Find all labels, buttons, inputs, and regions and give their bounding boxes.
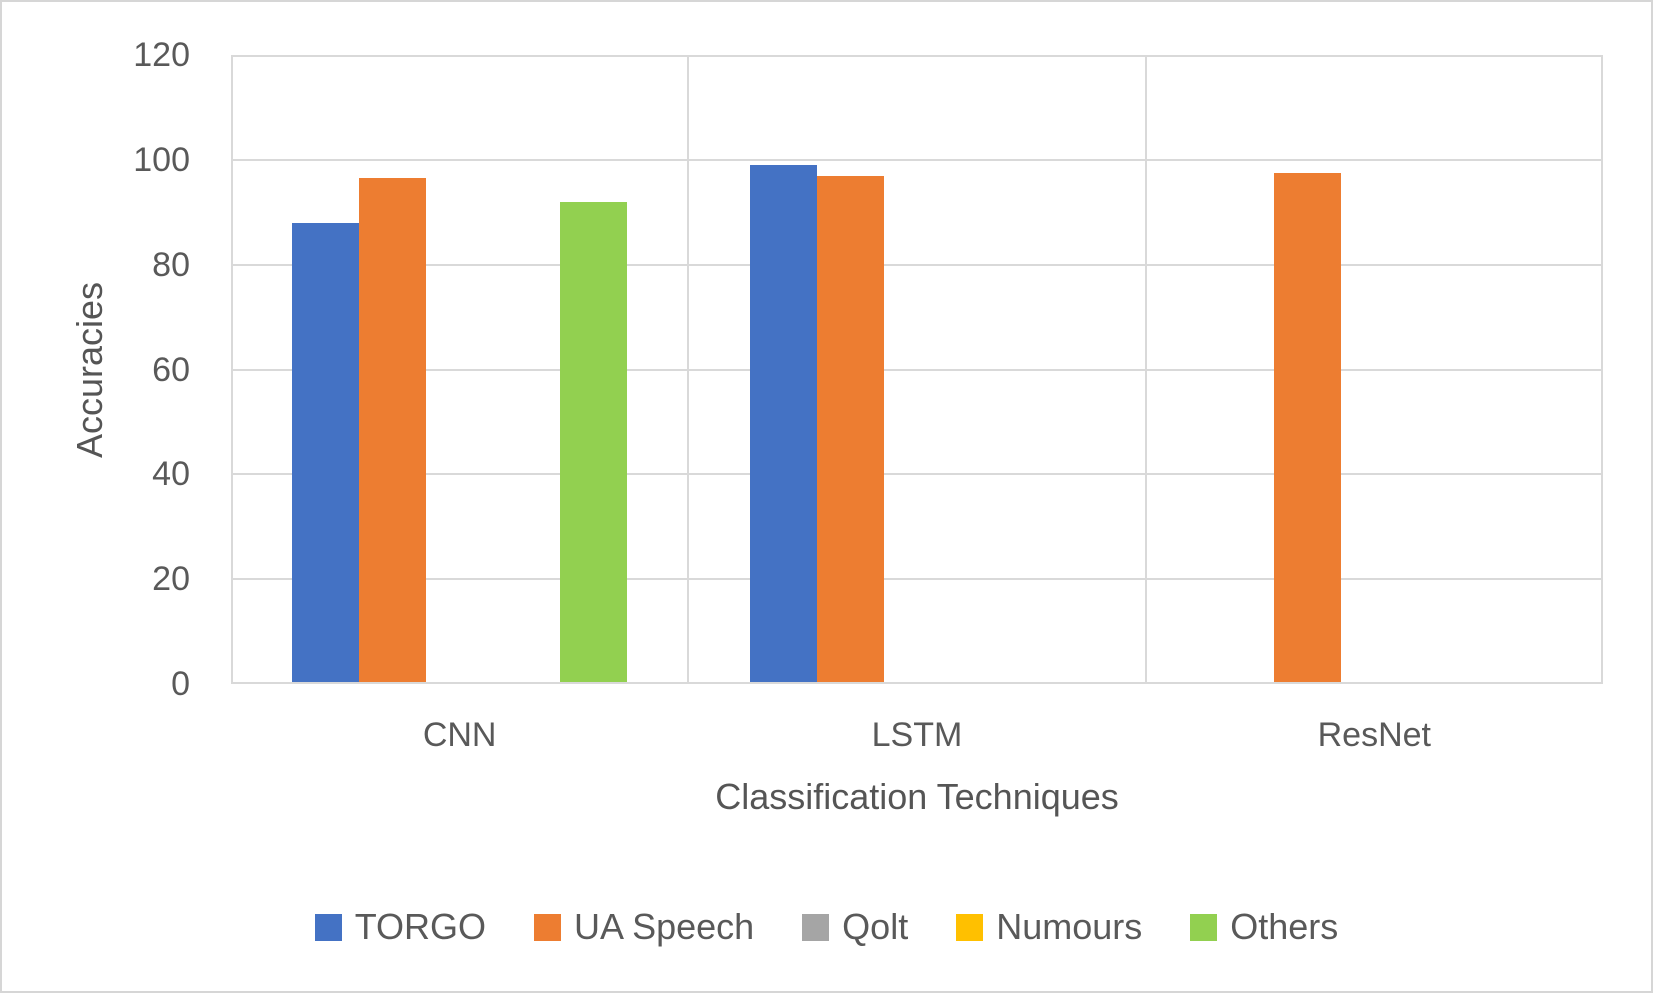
legend-marker-torgo — [314, 913, 342, 941]
legend: TORGO UA Speech Qolt Numours Others — [2, 905, 1651, 949]
gridline-h-80 — [231, 263, 1603, 266]
legend-label-numours: Numours — [996, 906, 1143, 947]
bar-torgo-cnn — [292, 222, 360, 682]
x-category-label-lstm: LSTM — [871, 716, 963, 754]
y-tick-label-100: 100 — [133, 140, 190, 179]
gridline-h-40 — [231, 473, 1603, 476]
legend-item-others: Others — [1190, 905, 1338, 949]
legend-marker-numours — [956, 913, 984, 941]
y-tick-label-80: 80 — [152, 245, 190, 284]
bar-ua-speech-lstm — [816, 175, 884, 682]
gridline-v-separator — [1144, 55, 1147, 684]
bar-others-cnn — [560, 201, 627, 682]
y-tick-label-0: 0 — [171, 665, 190, 703]
legend-label-ua-speech: UA Speech — [574, 906, 755, 947]
legend-marker-ua-speech — [534, 913, 562, 941]
x-category-label-cnn: CNN — [422, 716, 497, 754]
bar-torgo-lstm — [749, 165, 817, 682]
legend-item-qolt: Qolt — [802, 905, 908, 949]
gridline-h-60 — [231, 368, 1603, 371]
bar-ua-speech-resnet — [1273, 172, 1341, 682]
x-category-label-resnet: ResNet — [1317, 716, 1431, 754]
legend-marker-qolt — [802, 913, 830, 941]
legend-label-qolt: Qolt — [842, 906, 909, 947]
legend-label-others: Others — [1230, 906, 1339, 947]
legend-item-torgo: TORGO — [314, 905, 487, 949]
bar-ua-speech-cnn — [359, 178, 427, 682]
gridline-v-separator — [687, 55, 690, 684]
y-tick-label-60: 60 — [152, 350, 190, 389]
y-tick-label-120: 120 — [133, 36, 190, 74]
y-tick-label-40: 40 — [152, 455, 190, 494]
gridline-h-20 — [231, 578, 1603, 581]
legend-marker-others — [1190, 913, 1218, 941]
legend-item-numours: Numours — [956, 905, 1142, 949]
gridline-h-100 — [231, 158, 1603, 161]
y-tick-label-20: 20 — [152, 560, 190, 599]
legend-item-ua-speech: UA Speech — [534, 905, 754, 949]
x-axis-title: Classification Techniques — [715, 776, 1119, 817]
legend-label-torgo: TORGO — [354, 906, 487, 947]
